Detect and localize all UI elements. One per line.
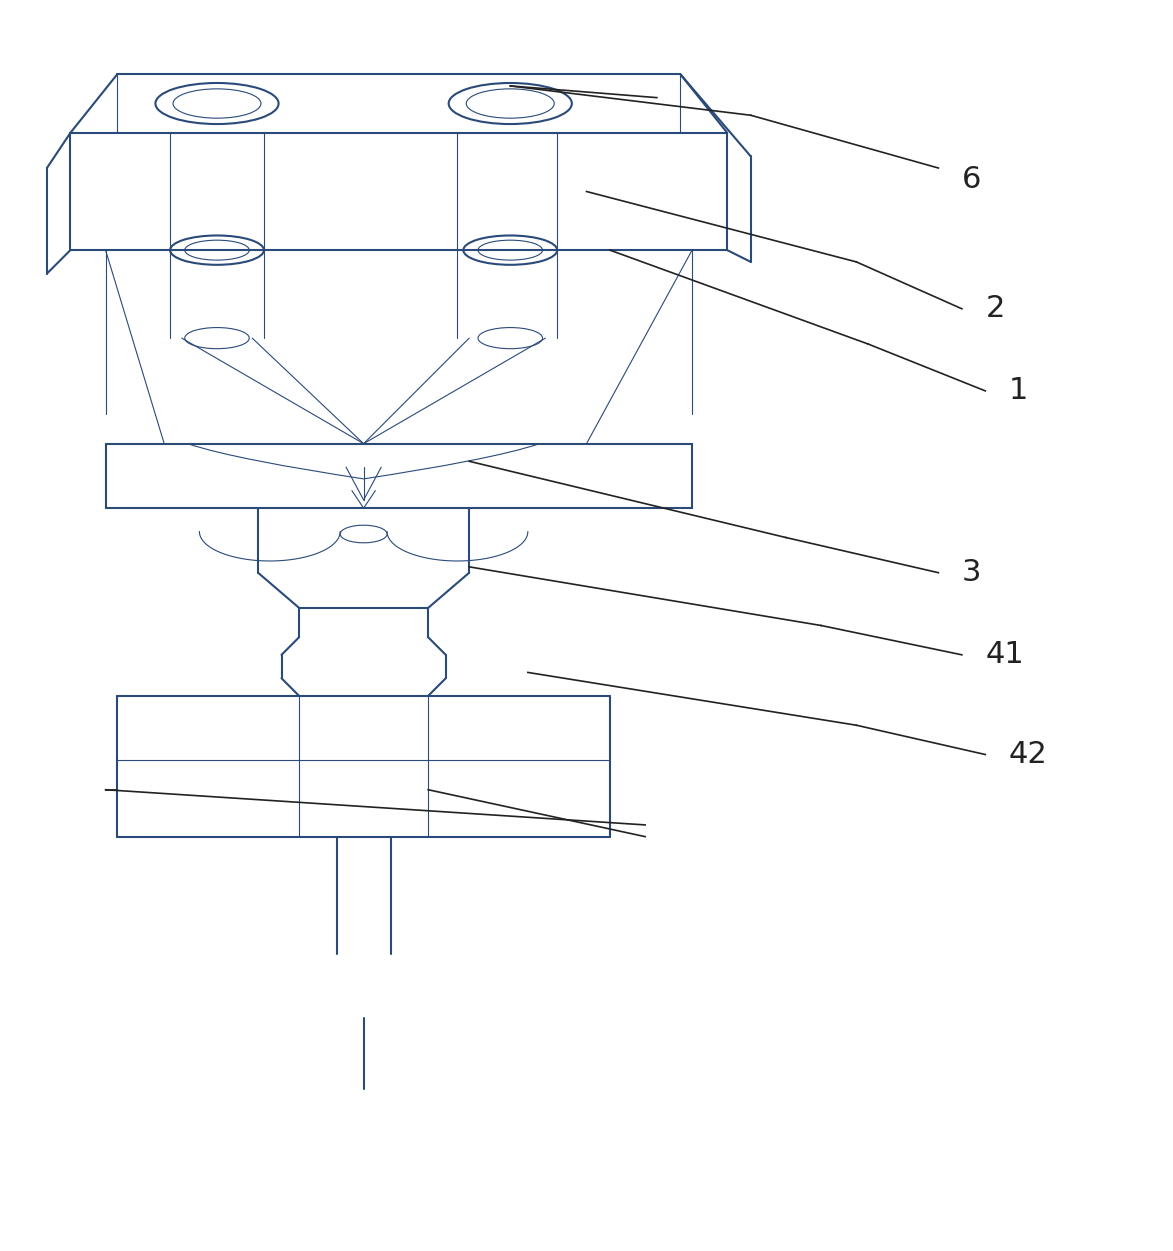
Text: 6: 6: [962, 165, 982, 194]
Text: 1: 1: [1009, 377, 1029, 405]
Text: 2: 2: [985, 294, 1005, 323]
Text: 41: 41: [985, 641, 1024, 669]
Text: 42: 42: [1009, 741, 1047, 769]
Text: 3: 3: [962, 558, 982, 587]
